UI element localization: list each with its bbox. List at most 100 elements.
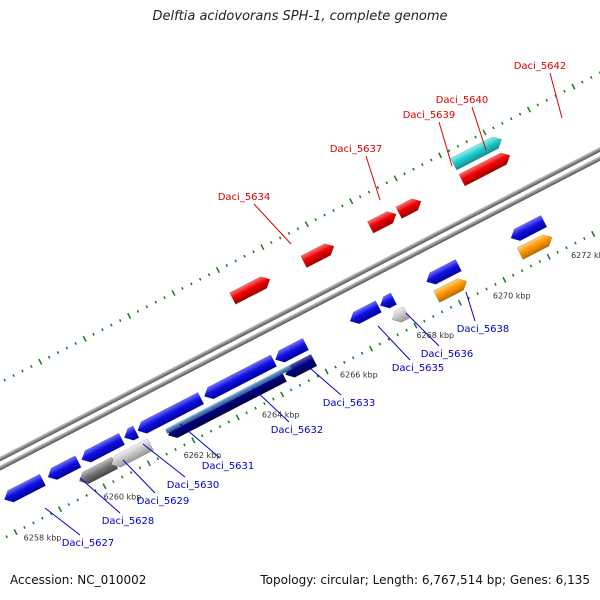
reverse-gene-label: Daci_5630 [167, 480, 220, 491]
minor-tick [440, 310, 444, 314]
minor-tick [156, 457, 160, 461]
gene-arrow [450, 136, 502, 171]
minor-tick [289, 388, 293, 392]
minor-tick [32, 521, 35, 525]
minor-tick [538, 259, 542, 263]
major-tick [413, 322, 418, 329]
gene-daci-5636a [379, 292, 397, 309]
minor-tick [385, 181, 389, 185]
scale-label: 6258 kbp [24, 534, 62, 543]
minor-tick [485, 287, 488, 291]
minor-tick [118, 319, 122, 323]
label-leader-lines [44, 72, 563, 536]
gene-daci-5637 [300, 243, 335, 268]
leader-line [365, 155, 381, 201]
gene-daci-5629 [47, 455, 82, 480]
minor-tick [511, 273, 515, 277]
major-tick [13, 529, 18, 536]
gene-arrow [81, 432, 126, 463]
minor-tick [165, 452, 168, 456]
minor-tick [272, 397, 275, 401]
major-tick [324, 368, 329, 375]
leader-line [471, 106, 487, 151]
forward-gene-label: Daci_5639 [403, 110, 456, 121]
major-tick [260, 244, 265, 251]
minor-tick [589, 75, 593, 79]
genome-summary-text: Topology: circular; Length: 6,767,514 bp… [260, 573, 590, 587]
minor-tick [403, 172, 406, 176]
minor-tick [218, 425, 222, 429]
scale-label: 6266 kbp [340, 370, 378, 379]
scale-label: 6272 kbp [571, 251, 600, 260]
minor-tick [47, 355, 51, 359]
gene-arrow [516, 234, 553, 260]
minor-tick [298, 383, 302, 387]
major-tick [102, 483, 107, 490]
gene-arrow [300, 243, 335, 268]
minor-tick [545, 98, 549, 102]
leader-line [252, 387, 290, 423]
minor-tick [145, 305, 149, 309]
minor-tick [21, 369, 24, 373]
minor-tick [518, 112, 522, 116]
gene-arrow [111, 438, 154, 468]
gene-reverse-right [510, 215, 548, 241]
gene-daci-5638 [426, 259, 462, 285]
gene-arrow [395, 198, 422, 219]
scale-labels: 6258 kbp 6260 kbp 6262 kbp 6264 kbp 6266 kbp… [24, 251, 600, 543]
major-tick [526, 106, 532, 113]
minor-tick [376, 186, 380, 190]
minor-tick [207, 273, 211, 277]
minor-tick [494, 282, 497, 286]
minor-tick [243, 254, 246, 258]
gene-daci-5628 [79, 456, 119, 484]
forward-gene-label: Daci_5634 [218, 192, 271, 203]
gene-arrow [379, 292, 397, 309]
minor-tick [396, 333, 399, 337]
minor-tick [520, 269, 524, 273]
leader-line [179, 423, 221, 459]
minor-tick [598, 71, 600, 75]
reverse-gene-label: Daci_5631 [202, 461, 255, 472]
minor-tick [49, 512, 53, 516]
minor-tick [92, 332, 95, 336]
major-tick [146, 460, 151, 467]
reverse-gene-label: Daci_5627 [62, 538, 115, 549]
gene-arrow [367, 211, 397, 234]
gene-daci-5632 [204, 354, 278, 400]
major-tick [502, 276, 507, 283]
minor-tick [74, 341, 78, 345]
minor-tick [163, 296, 166, 300]
minor-tick [323, 213, 326, 217]
gene-daci-5632-band [164, 364, 292, 434]
gene-arrow [275, 337, 309, 363]
minor-tick [316, 374, 319, 378]
major-tick [280, 391, 285, 398]
gene-arrow [124, 425, 140, 441]
minor-tick [227, 420, 231, 424]
accession-text: Accession: NC_010002 [10, 573, 147, 587]
minor-tick [181, 286, 184, 290]
minor-tick [101, 328, 104, 332]
map-title: Delftia acidovorans SPH-1, complete geno… [152, 9, 448, 24]
major-tick [191, 437, 196, 444]
minor-tick [367, 190, 371, 194]
minor-tick [65, 346, 69, 350]
major-tick [482, 129, 487, 136]
leader-line [253, 203, 292, 245]
major-tick [82, 335, 87, 342]
minor-tick [67, 503, 71, 507]
gene-arrow [458, 152, 511, 187]
minor-tick [387, 337, 391, 341]
major-tick [235, 414, 240, 421]
minor-tick [225, 263, 229, 267]
forward-gene-label: Daci_5642 [514, 61, 567, 72]
minor-tick [120, 475, 124, 479]
minor-tick [183, 443, 186, 447]
minor-tick [190, 282, 193, 286]
minor-tick [296, 227, 300, 231]
scale-label: 6264 kbp [262, 411, 300, 420]
minor-tick [110, 323, 113, 327]
